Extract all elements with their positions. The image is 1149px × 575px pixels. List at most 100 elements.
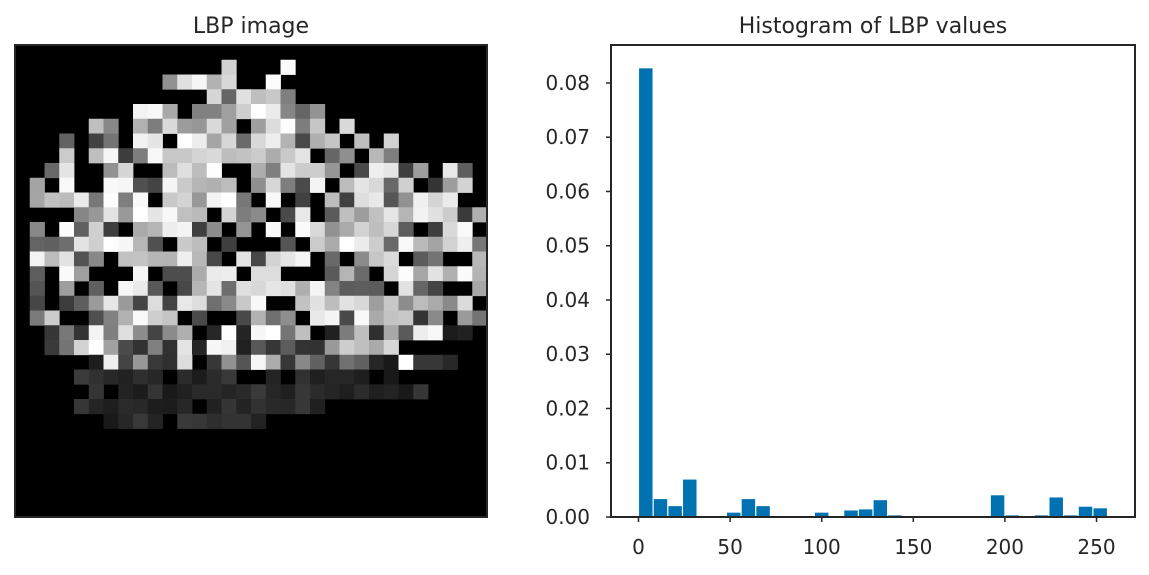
lbp-pixel bbox=[324, 340, 340, 356]
lbp-pixel bbox=[118, 340, 134, 356]
lbp-pixel bbox=[147, 384, 163, 400]
lbp-pixel bbox=[398, 222, 414, 238]
lbp-pixel bbox=[442, 177, 458, 193]
lbp-pixel bbox=[177, 340, 193, 356]
lbp-pixel bbox=[177, 399, 193, 415]
lbp-pixel bbox=[59, 281, 75, 297]
lbp-pixel bbox=[324, 295, 340, 311]
lbp-pixel bbox=[236, 251, 252, 267]
lbp-pixel bbox=[206, 222, 222, 238]
lbp-pixel bbox=[133, 222, 149, 238]
lbp-pixel bbox=[265, 118, 281, 134]
lbp-pixel bbox=[29, 192, 45, 208]
histogram-title: Histogram of LBP values bbox=[739, 14, 1007, 39]
histogram-bar bbox=[990, 495, 1005, 517]
lbp-pixel bbox=[339, 310, 355, 326]
lbp-pixel bbox=[192, 295, 208, 311]
histogram-frame bbox=[610, 44, 1136, 518]
lbp-pixel bbox=[265, 133, 281, 149]
lbp-pixel bbox=[354, 295, 370, 311]
lbp-pixel bbox=[88, 281, 104, 297]
lbp-pixel bbox=[236, 354, 252, 370]
lbp-pixel bbox=[398, 384, 414, 400]
lbp-pixel bbox=[383, 340, 399, 356]
lbp-pixel bbox=[413, 325, 429, 341]
lbp-pixel bbox=[103, 413, 119, 429]
lbp-pixel bbox=[265, 325, 281, 341]
lbp-pixel bbox=[192, 413, 208, 429]
lbp-pixel bbox=[162, 74, 178, 90]
lbp-pixel bbox=[369, 163, 385, 179]
lbp-pixel bbox=[310, 281, 326, 297]
lbp-pixel bbox=[442, 207, 458, 223]
y-tick-label: 0.01 bbox=[545, 451, 590, 475]
lbp-pixel bbox=[177, 251, 193, 267]
lbp-pixel bbox=[88, 222, 104, 238]
lbp-pixel bbox=[103, 118, 119, 134]
lbp-pixel bbox=[221, 354, 237, 370]
lbp-pixel bbox=[354, 236, 370, 252]
lbp-pixel bbox=[339, 192, 355, 208]
lbp-pixel bbox=[383, 295, 399, 311]
lbp-pixel bbox=[339, 177, 355, 193]
lbp-pixel bbox=[206, 74, 222, 90]
lbp-pixel bbox=[192, 163, 208, 179]
lbp-pixel bbox=[324, 222, 340, 238]
lbp-pixel bbox=[236, 192, 252, 208]
histogram-bar bbox=[1078, 506, 1093, 517]
lbp-pixel bbox=[354, 369, 370, 385]
lbp-pixel bbox=[59, 163, 75, 179]
lbp-pixel bbox=[162, 354, 178, 370]
lbp-pixel bbox=[147, 399, 163, 415]
histogram-bar bbox=[873, 500, 888, 517]
lbp-pixel bbox=[162, 295, 178, 311]
y-tick-label: 0.02 bbox=[545, 396, 590, 420]
lbp-pixel bbox=[251, 89, 267, 105]
lbp-pixel bbox=[147, 325, 163, 341]
lbp-pixel bbox=[103, 222, 119, 238]
lbp-pixel bbox=[103, 236, 119, 252]
lbp-pixel bbox=[354, 192, 370, 208]
lbp-pixel bbox=[428, 310, 444, 326]
lbp-pixel bbox=[310, 369, 326, 385]
lbp-pixel bbox=[206, 133, 222, 149]
lbp-pixel bbox=[251, 281, 267, 297]
lbp-pixel bbox=[59, 222, 75, 238]
lbp-pixel bbox=[251, 413, 267, 429]
lbp-pixel bbox=[88, 192, 104, 208]
lbp-pixel bbox=[295, 163, 311, 179]
lbp-pixel bbox=[29, 281, 45, 297]
lbp-pixel bbox=[44, 251, 60, 267]
lbp-pixel bbox=[177, 163, 193, 179]
lbp-pixel bbox=[192, 104, 208, 120]
lbp-pixel bbox=[324, 148, 340, 164]
lbp-pixel bbox=[74, 207, 90, 223]
lbp-pixel bbox=[398, 295, 414, 311]
lbp-pixel bbox=[442, 354, 458, 370]
lbp-pixel bbox=[162, 163, 178, 179]
lbp-pixel bbox=[383, 384, 399, 400]
lbp-pixel bbox=[354, 222, 370, 238]
lbp-pixel bbox=[383, 222, 399, 238]
lbp-pixel bbox=[265, 74, 281, 90]
lbp-pixel bbox=[162, 384, 178, 400]
lbp-pixel bbox=[29, 266, 45, 282]
lbp-pixel bbox=[280, 133, 296, 149]
lbp-pixel bbox=[398, 177, 414, 193]
lbp-pixel bbox=[103, 399, 119, 415]
lbp-pixel bbox=[398, 163, 414, 179]
lbp-pixel bbox=[192, 207, 208, 223]
lbp-pixel bbox=[324, 354, 340, 370]
lbp-pixel bbox=[398, 266, 414, 282]
lbp-pixel bbox=[103, 148, 119, 164]
lbp-pixel bbox=[147, 413, 163, 429]
lbp-pixel bbox=[133, 236, 149, 252]
lbp-pixel bbox=[88, 384, 104, 400]
lbp-pixel bbox=[310, 384, 326, 400]
lbp-pixel bbox=[280, 148, 296, 164]
lbp-pixel bbox=[29, 310, 45, 326]
lbp-pixel bbox=[280, 340, 296, 356]
lbp-pixel bbox=[369, 295, 385, 311]
lbp-pixel bbox=[147, 133, 163, 149]
lbp-pixel bbox=[192, 384, 208, 400]
